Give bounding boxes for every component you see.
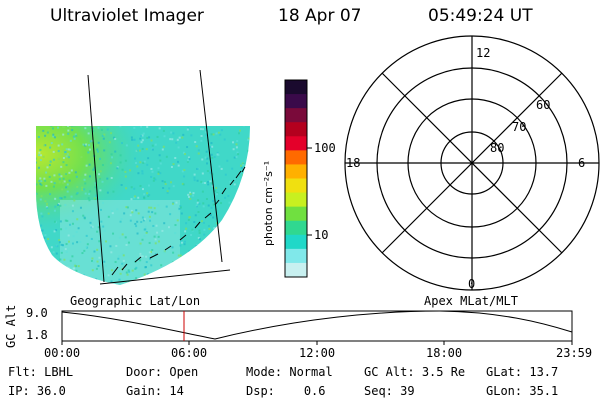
timeline-xtick-4: 23:59 — [556, 346, 593, 360]
colorbar-segment — [285, 248, 307, 264]
colorbar-segment — [285, 262, 307, 278]
colorbar — [285, 80, 307, 278]
time-label: 05:49:24 UT — [428, 6, 533, 26]
status-mode: Mode: Normal — [246, 365, 333, 379]
mlt-label-12: 12 — [476, 46, 491, 60]
colorbar-tick-10: 10 — [314, 228, 329, 242]
caption-geographic: Geographic Lat/Lon — [70, 294, 201, 308]
colorbar-unit-label: photon cm⁻²s⁻¹ — [262, 160, 275, 246]
colorbar-segment — [285, 80, 307, 95]
timeline-ytick-min: 1.8 — [26, 328, 48, 342]
colorbar-segment — [285, 220, 307, 236]
caption-apex: Apex MLat/MLT — [424, 294, 518, 308]
timeline-xtick-1: 06:00 — [171, 346, 208, 360]
status-glon: GLon: 35.1 — [486, 384, 559, 398]
status-dsp: Dsp: 0.6 — [246, 384, 326, 398]
status-gc-alt: GC Alt: 3.5 Re — [364, 365, 466, 379]
instrument-title: Ultraviolet Imager — [50, 6, 204, 26]
lat-label-80: 80 — [490, 141, 505, 155]
mlt-label-18: 18 — [346, 156, 361, 170]
colorbar-segment — [285, 94, 307, 109]
colorbar-segment — [285, 136, 307, 151]
timeline-xtick-0: 00:00 — [44, 346, 81, 360]
timeline-axis-label: GC Alt — [4, 304, 18, 348]
colorbar-segment — [285, 122, 307, 137]
status-door: Door: Open — [126, 365, 199, 379]
timeline-ytick-max: 9.0 — [26, 306, 48, 320]
status-seq: Seq: 39 — [364, 384, 415, 398]
colorbar-segment — [285, 234, 307, 250]
colorbar-tick-100: 100 — [314, 141, 336, 155]
colorbar-segment — [285, 108, 307, 123]
colorbar-segment — [285, 150, 307, 165]
date-label: 18 Apr 07 — [278, 6, 362, 26]
colorbar-segment — [285, 164, 307, 179]
timeline-xtick-2: 12:00 — [299, 346, 336, 360]
status-gain: Gain: 14 — [126, 384, 184, 398]
timeline-xtick-3: 18:00 — [426, 346, 463, 360]
uv-image — [36, 69, 250, 285]
status-flt: Flt: LBHL — [8, 365, 74, 379]
mlt-label-6: 6 — [578, 156, 586, 170]
status-glat: GLat: 13.7 — [486, 365, 559, 379]
lat-label-70: 70 — [512, 120, 527, 134]
colorbar-segment — [285, 206, 307, 222]
polar-plot — [344, 35, 600, 291]
colorbar-segment — [285, 178, 307, 194]
lat-label-60: 60 — [536, 98, 551, 112]
timeline-plot — [61, 310, 573, 345]
mlt-label-0: 0 — [468, 277, 476, 291]
colorbar-segment — [285, 192, 307, 208]
status-ip: IP: 36.0 — [8, 384, 66, 398]
